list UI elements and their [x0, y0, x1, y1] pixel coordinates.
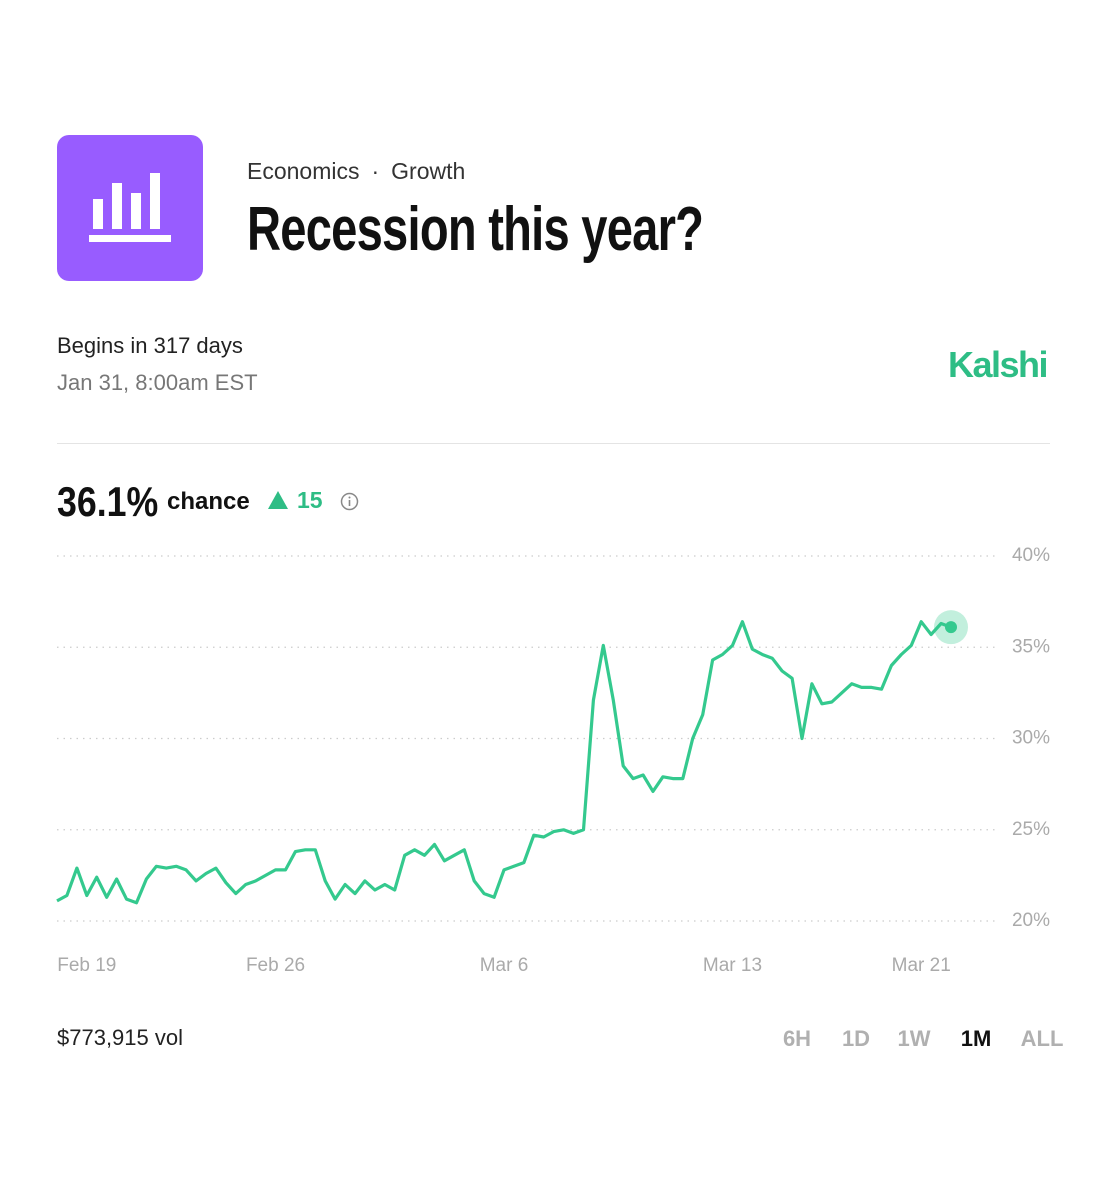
chance-value: 36.1%: [57, 478, 159, 525]
y-tick-label: 35%: [1012, 636, 1050, 657]
divider: [57, 443, 1050, 444]
category: Economics: [247, 158, 360, 184]
title: Recession this year?: [247, 195, 704, 264]
volume: $773,915 vol: [57, 1025, 183, 1050]
separator: ·: [371, 158, 380, 184]
y-tick-label: 30%: [1012, 728, 1050, 749]
y-tick-label: 25%: [1012, 819, 1050, 840]
range-button[interactable]: 1W: [897, 1026, 931, 1051]
range-button[interactable]: 1M: [960, 1026, 992, 1051]
category-icon: [57, 135, 203, 281]
range-button[interactable]: ALL: [1020, 1026, 1064, 1051]
x-tick-label: Feb 19: [57, 955, 116, 976]
y-tick-label: 20%: [1012, 910, 1050, 931]
info-icon[interactable]: [340, 492, 359, 511]
x-tick-label: Feb 26: [246, 955, 305, 976]
x-tick-label: Mar 13: [703, 955, 762, 976]
range-button[interactable]: 1D: [841, 1026, 871, 1051]
x-tick-label: Mar 6: [480, 955, 529, 976]
price-line: [56, 620, 952, 905]
begins: Begins in 317 days: [57, 333, 243, 358]
y-tick-label: 40%: [1012, 545, 1050, 566]
change: 15: [297, 487, 323, 513]
range-button[interactable]: 6H: [782, 1026, 812, 1051]
end-dot: [945, 621, 957, 634]
breadcrumb: Economics · Growth: [247, 158, 465, 185]
up-arrow: [268, 491, 288, 509]
chart: 20% 25% 30% 35% 40% Feb 19 Feb 26 Mar 6 Mar 13 Ma…: [56, 545, 1050, 976]
x-tick-label: Mar 21: [892, 955, 951, 976]
chance-label: chance: [167, 488, 250, 515]
date: Jan 31, 8:00am EST: [57, 370, 258, 395]
subcategory: Growth: [391, 158, 466, 184]
brand-logo: Kalshi: [948, 344, 1049, 385]
